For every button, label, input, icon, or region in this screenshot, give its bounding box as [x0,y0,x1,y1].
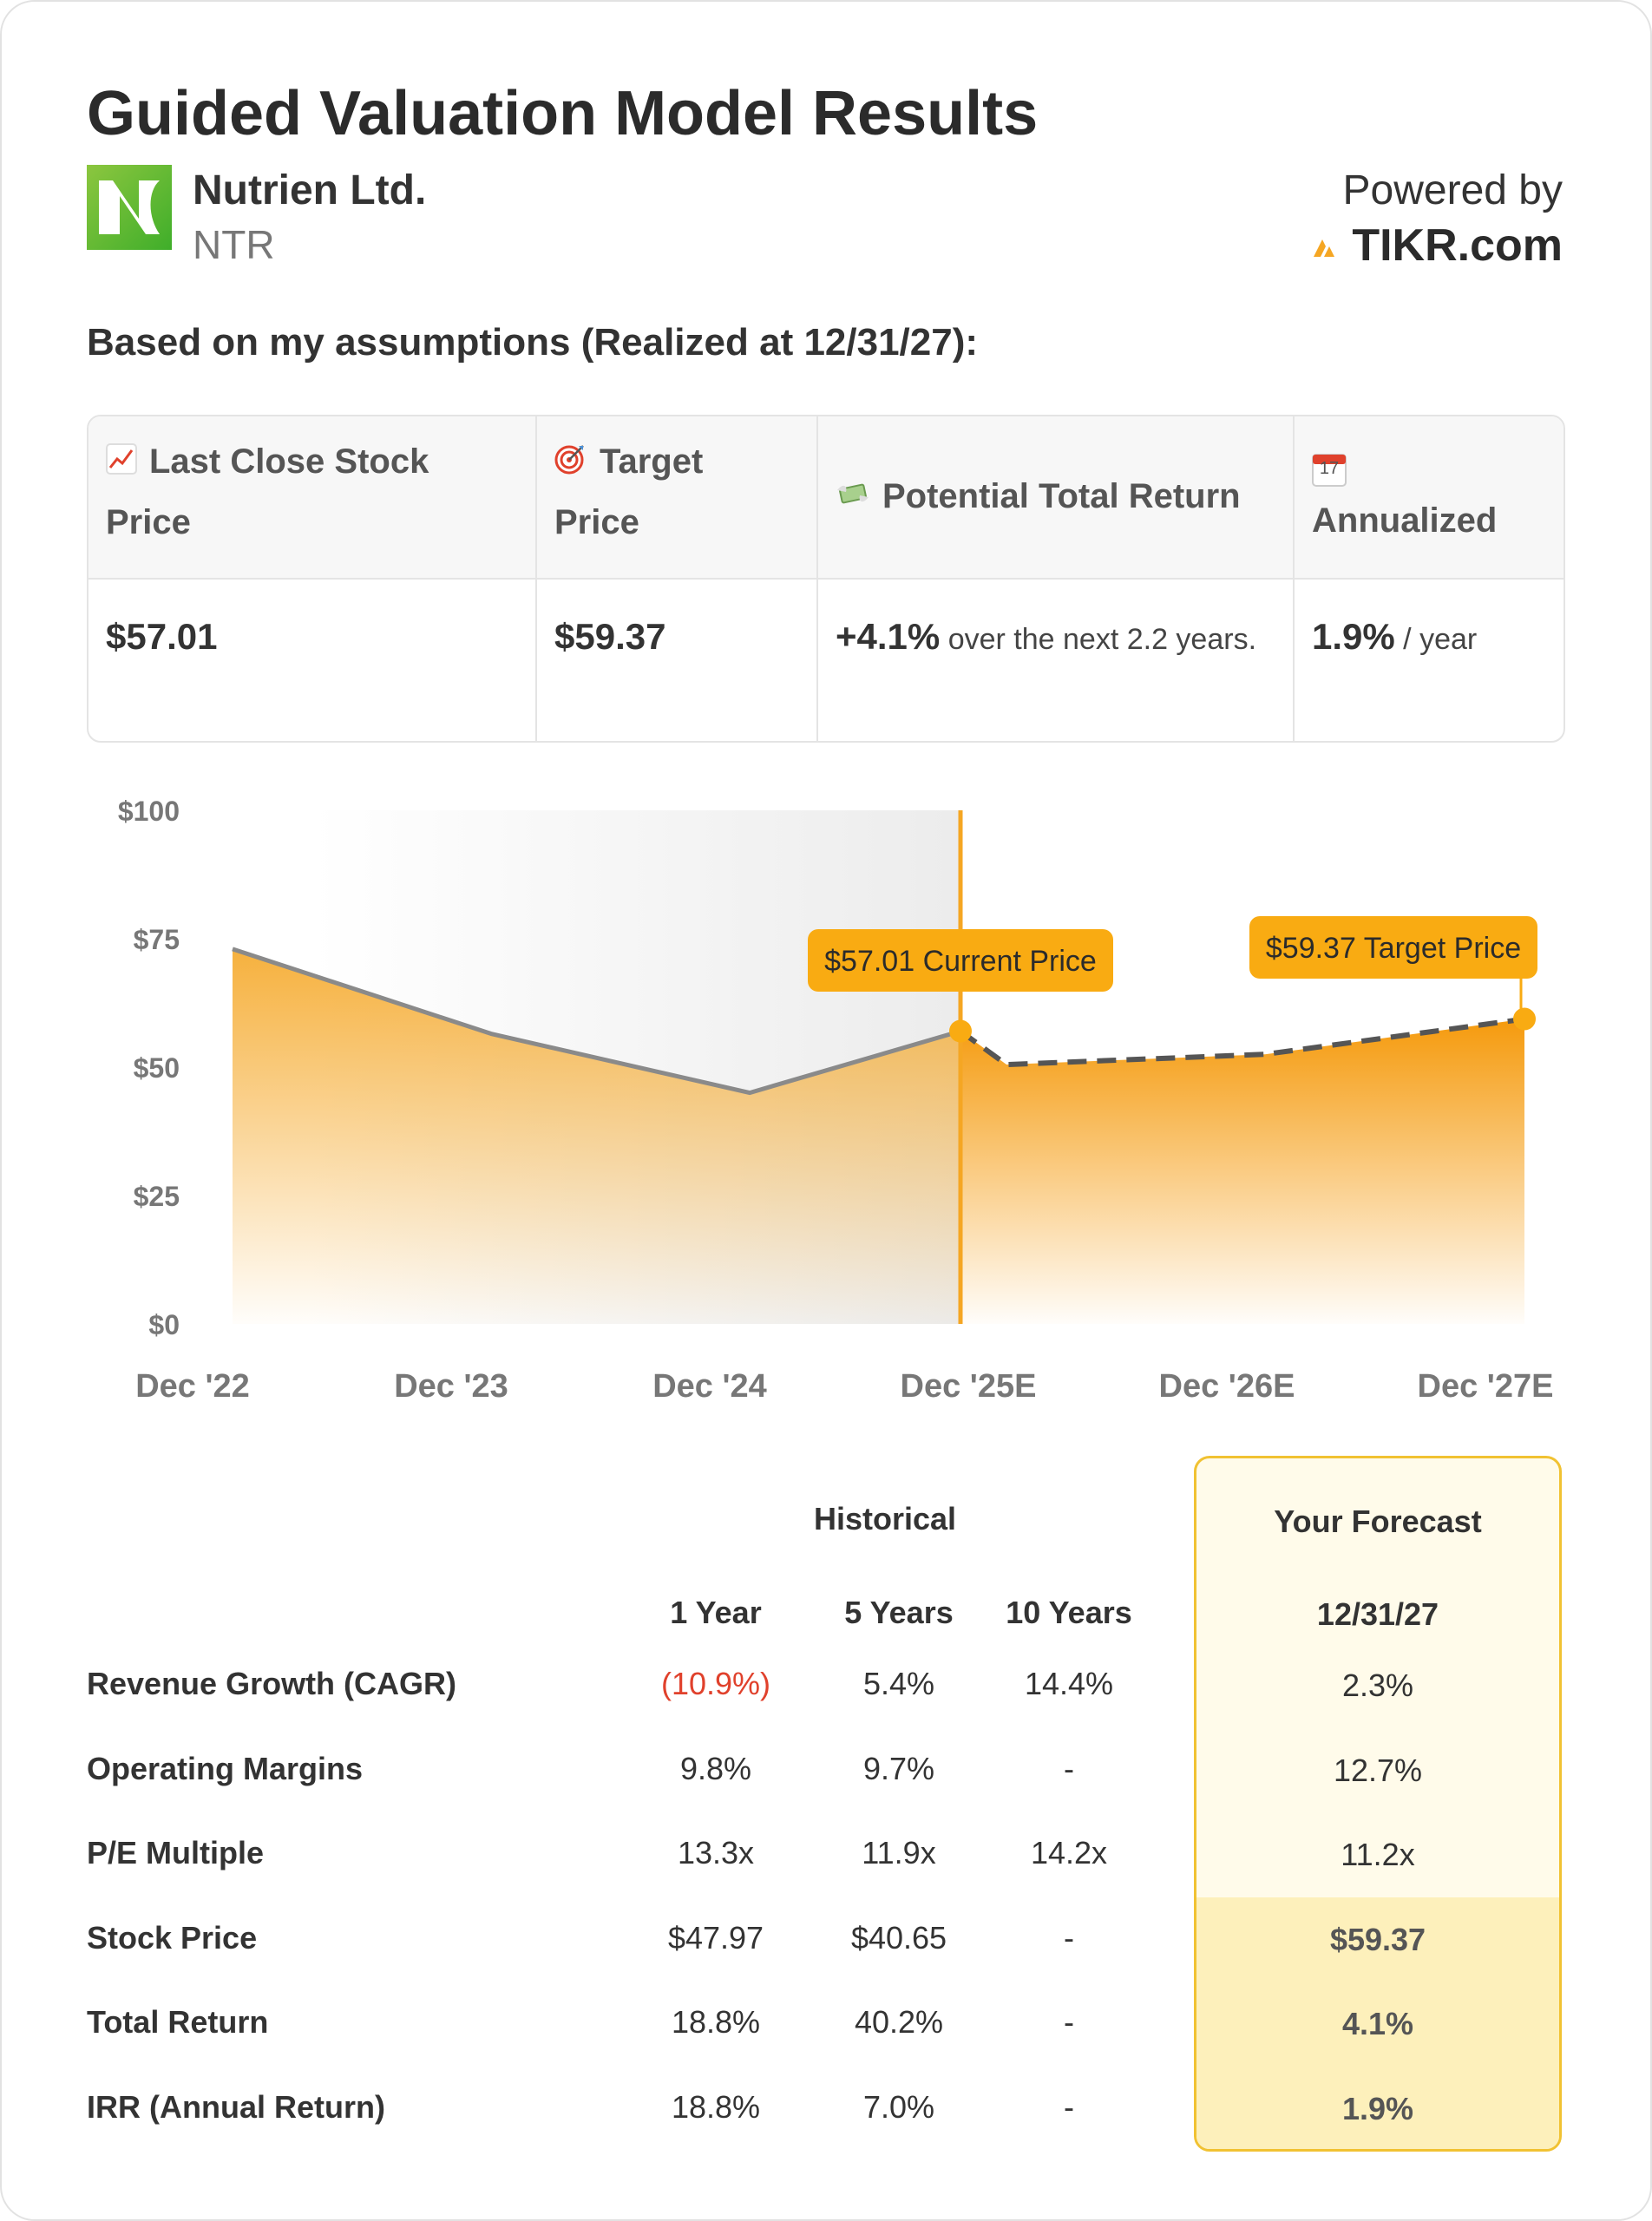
historical-area [233,948,960,1324]
metric-row-label: Operating Margins [87,1750,364,1786]
metric-historical-value: 7.0% [862,2088,935,2125]
forecast-area [960,1019,1524,1324]
metric-forecast-value: 1.9% [1341,2090,1414,2126]
x-tick-label: Dec '26E [1159,1368,1295,1405]
last-close-header: Last Close Stock Price [106,432,429,552]
metric-historical-value: $40.65 [850,1919,947,1956]
company-logo [87,165,172,250]
metric-historical-value: - [1064,1750,1074,1786]
last-close-value: $57.01 [106,616,218,657]
assumptions-subtitle: Based on my assumptions (Realized at 12/… [87,321,979,364]
metric-row-label: Stock Price [87,1919,258,1956]
summary-table: Last Close Stock Price $57.01 Target Pri… [87,415,1565,743]
col-10-years: 10 Years [1006,1595,1132,1630]
chart-increasing-icon [106,434,137,493]
ticker-symbol: NTR [193,222,275,267]
x-tick-label: Dec '25E [901,1368,1037,1405]
historical-line [232,947,961,1096]
forecast-header: Your Forecast [1274,1504,1482,1539]
y-tick-label: $75 [134,924,180,955]
metric-historical-value: 14.2x [1030,1835,1108,1870]
x-tick-label: Dec '22 [135,1368,250,1405]
target-price-marker [1513,1007,1536,1031]
metric-historical-value: 18.8% [671,2004,761,2040]
metric-historical-value: $47.97 [667,1919,764,1956]
total-return-header: Potential Total Return [836,467,1241,527]
page-title: Guided Valuation Model Results [87,79,1039,148]
col-1-year: 1 Year [670,1595,762,1630]
y-tick-label: $25 [134,1181,180,1212]
metric-forecast-value: 2.3% [1341,1667,1414,1703]
y-tick-label: $50 [134,1052,180,1084]
metric-historical-value: 13.3x [677,1835,755,1870]
forecast-highlight [1196,1897,1559,2149]
company-name: Nutrien Ltd. [193,167,427,213]
current-price-label-text: $57.01 Current Price [824,945,1097,978]
forecast-line [959,1016,1525,1068]
target-price-value: $59.37 [554,616,666,657]
col-forecast-date: 12/31/27 [1316,1596,1439,1632]
y-tick-label: $0 [148,1309,180,1340]
x-tick-label: Dec '23 [394,1368,508,1405]
metric-historical-value: 40.2% [854,2004,944,2040]
x-tick-label: Dec '27E [1418,1368,1554,1405]
annualized-value: 1.9% / year [1312,616,1478,657]
historical-header: Historical [813,1501,957,1536]
tikr-brand[interactable]: TIKR.com [1312,219,1563,272]
target-price-header: Target Price [554,432,703,552]
price-chart: $0 $25 $50 $75 $100 $57.01 Current Price $59.3… [118,796,1554,1405]
summary-header-row [88,416,1564,580]
annualized-header: 17 Annualized [1312,432,1497,550]
metric-forecast-value: 4.1% [1341,2006,1414,2041]
target-price-label-box [1249,916,1537,979]
total-return-value: +4.1% over the next 2.2 years. [836,616,1257,657]
metric-forecast-value: 12.7% [1333,1752,1423,1788]
current-price-marker [949,1019,972,1043]
metric-forecast-value: 11.2x [1341,1837,1415,1872]
col-5-years: 5 Years [844,1595,954,1630]
target-price-label-text: $59.37 Target Price [1266,932,1521,965]
metric-historical-value: 14.4% [1024,1666,1114,1701]
calendar-icon: 17 [1312,446,1347,488]
forecast-panel [1194,1456,1562,2152]
target-icon [554,434,587,493]
metric-row-label: Total Return [87,2004,269,2040]
brand-name: TIKR.com [1352,220,1563,271]
metric-forecast-value: $59.37 [1329,1921,1426,1957]
metric-historical-value: 5.4% [862,1666,935,1701]
metric-historical-value: 18.8% [671,2088,761,2125]
metric-historical-value: (10.9%) [660,1666,771,1701]
metric-historical-value: - [1064,2004,1074,2040]
y-tick-label: $100 [118,796,180,827]
metric-historical-value: 9.7% [862,1750,935,1786]
x-tick-label: Dec '24 [652,1368,767,1405]
metric-row-label: Revenue Growth (CAGR) [87,1666,457,1701]
money-wings-icon [836,468,870,527]
tikr-logo-icon [1314,239,1335,257]
metric-historical-value: 11.9x [862,1835,936,1870]
metric-historical-value: - [1064,1919,1074,1956]
metric-historical-value: - [1064,2088,1074,2125]
metric-row-label: P/E Multiple [87,1835,265,1870]
current-price-label-box [808,929,1113,992]
metric-row-label: IRR (Annual Return) [87,2088,385,2125]
powered-by-label: Powered by [1342,167,1563,213]
metric-historical-value: 9.8% [679,1750,752,1786]
